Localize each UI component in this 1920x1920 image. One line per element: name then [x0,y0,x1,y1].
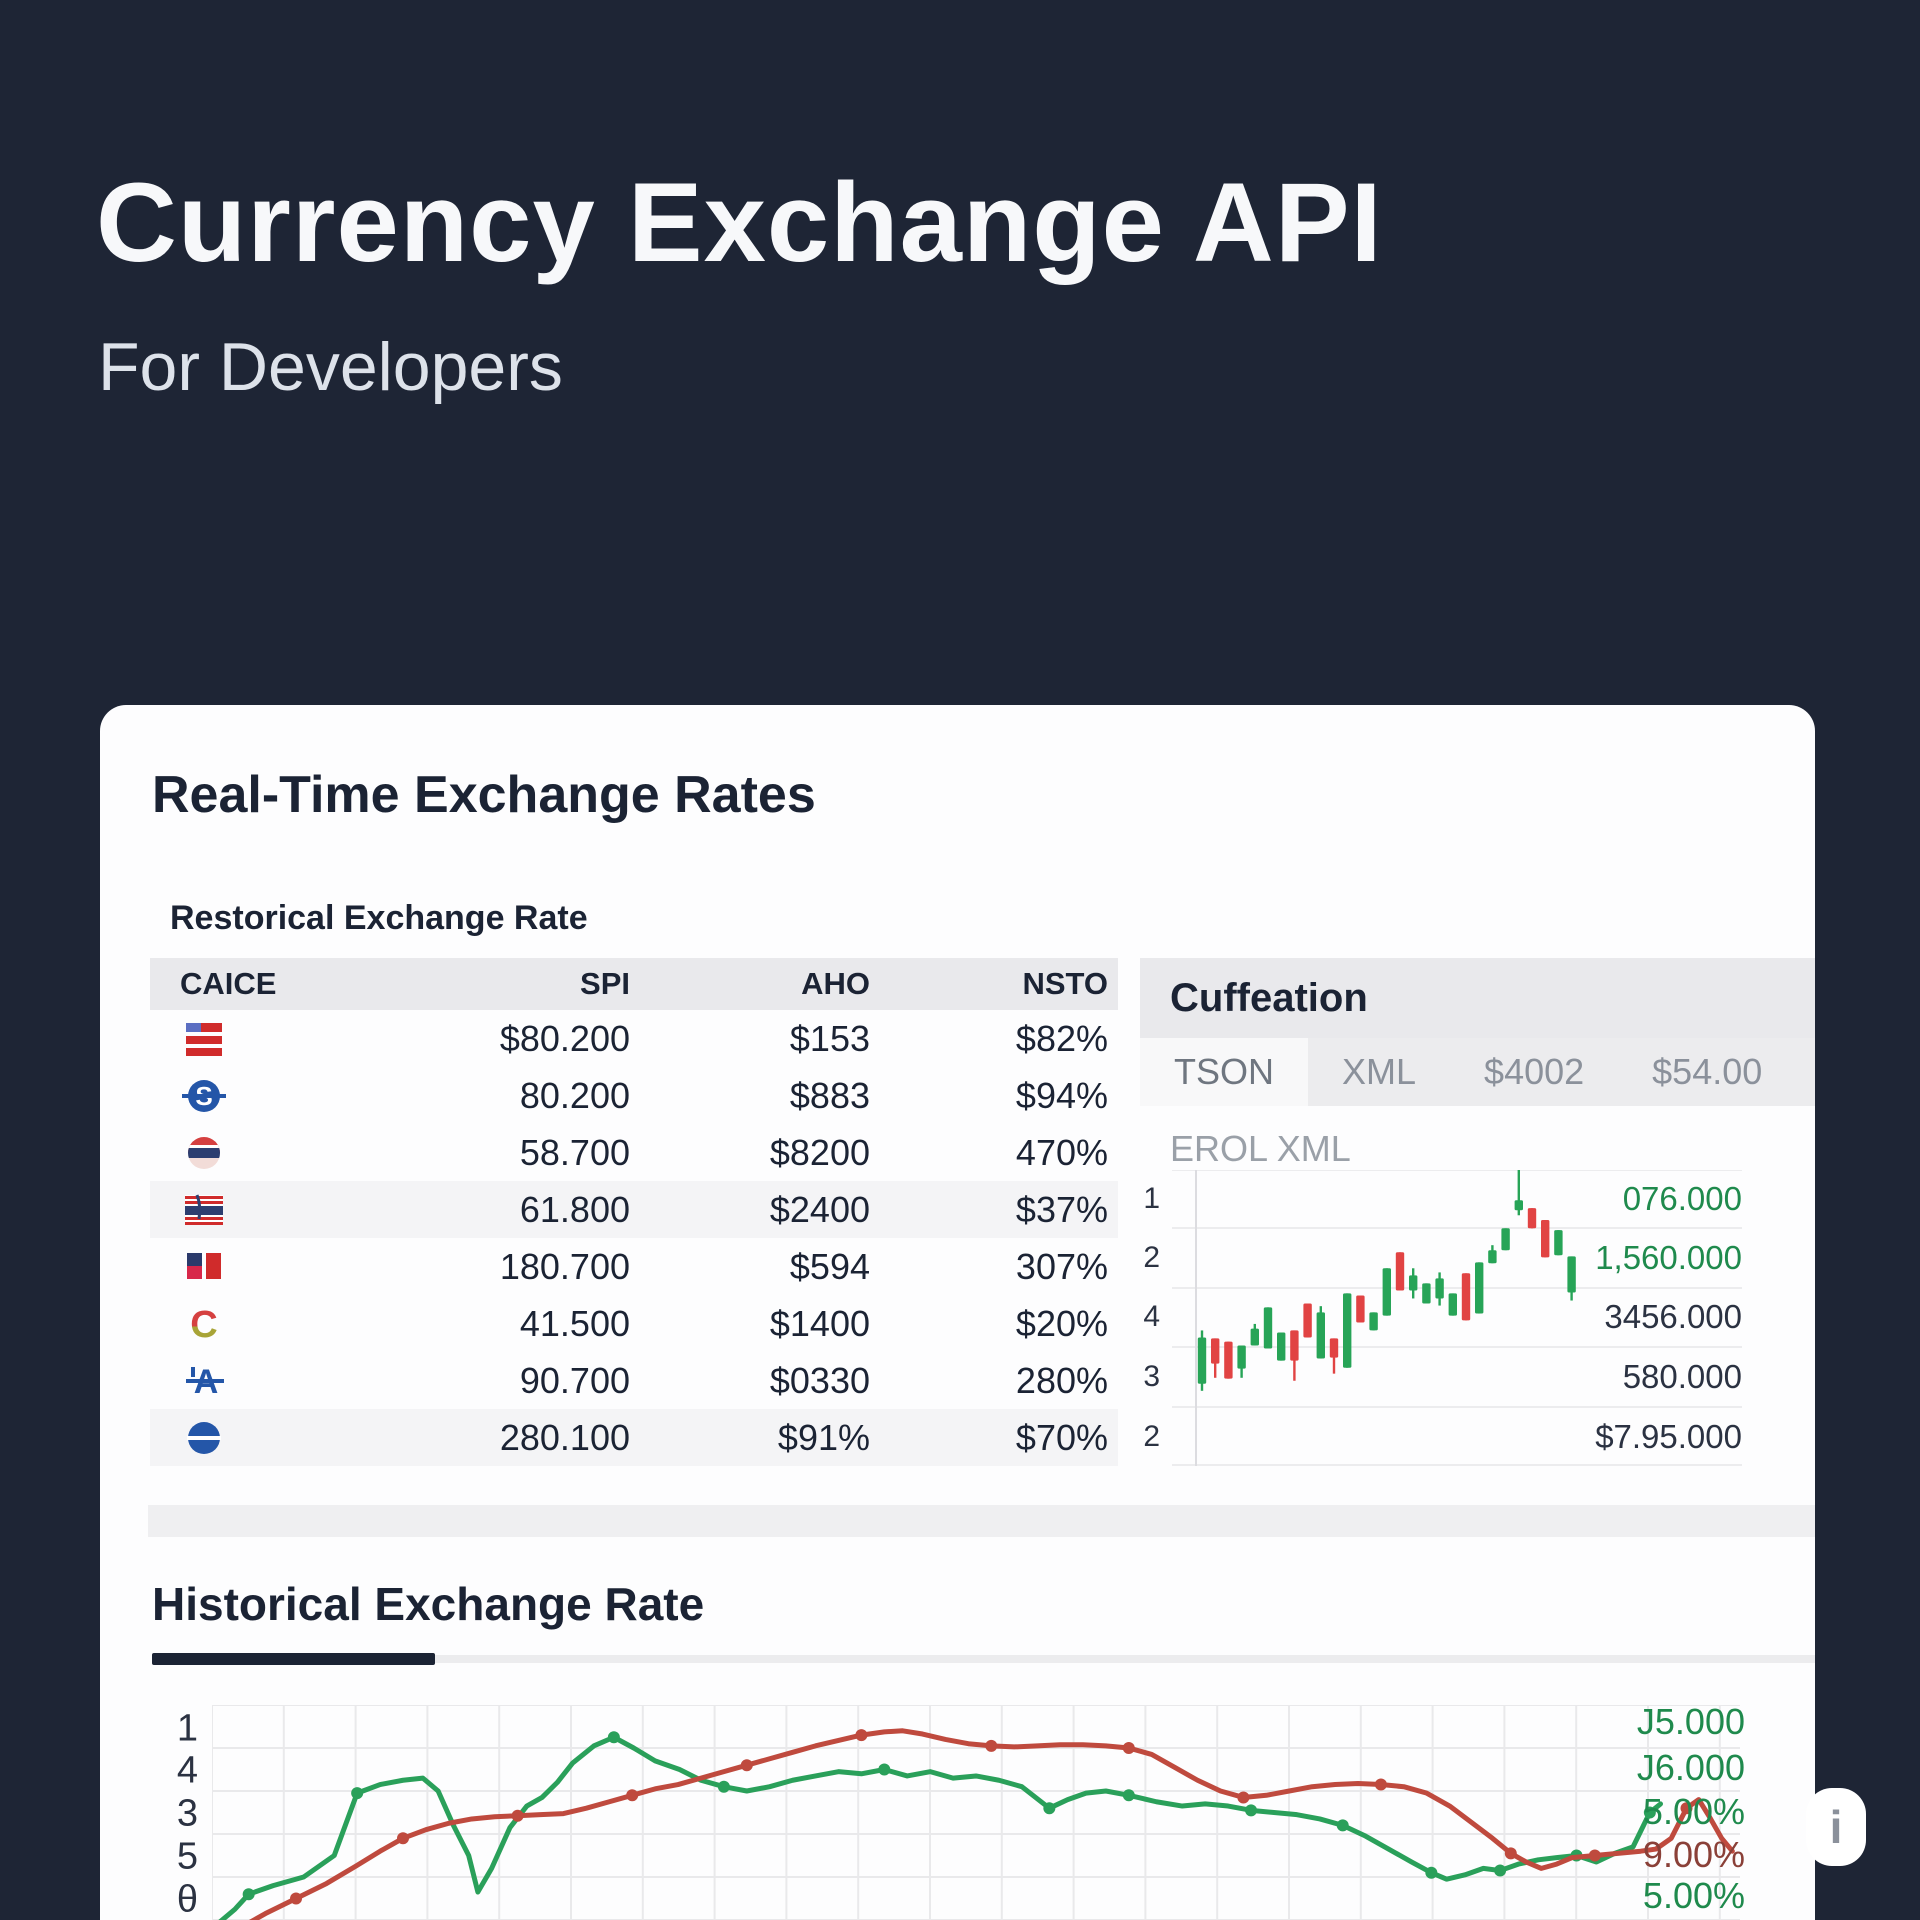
history-underline-track [435,1655,1815,1663]
cell-nsto: 470% [1015,1131,1108,1173]
history-axis-left-label: 1 [176,1707,198,1750]
flag-blocks-icon [150,1245,340,1289]
flag-red-stripes-icon [150,1017,340,1061]
cell-aho: $91% [777,1416,870,1458]
quote-panel: Cuffeation TSON XML $4002 $54.00 EROL XML [1140,958,1815,1505]
cell-nsto: $70% [1015,1416,1108,1458]
candle-axis-right-label: $7.95.000 [1595,1418,1742,1455]
cell-aho: $594 [789,1245,870,1287]
history-axis-left-label: 4 [176,1749,198,1792]
rates-table-caption: Restorical Exchange Rate [170,899,588,937]
page-subtitle: For Developers [98,329,563,405]
main-card: Real-Time Exchange Rates Restorical Exch… [100,705,1815,1920]
svg-text:C: C [190,1304,217,1346]
page-title: Currency Exchange API [96,160,1383,285]
quote-panel-title: Cuffeation [1170,975,1368,1020]
cell-nsto: $82% [1015,1017,1108,1059]
candle-axis-right-label: 3456.000 [1604,1298,1742,1335]
history-underline-indicator [152,1653,435,1665]
symbol-austral-icon: A [150,1359,340,1403]
table-body: $80.200 $153 $82% S 80.200 $883 $94% 58.700 $820… [150,1010,1118,1466]
cell-spi: $80.200 [499,1017,630,1059]
cell-aho: $1400 [769,1302,870,1344]
cell-nsto: $20% [1015,1302,1108,1344]
cell-spi: 80.200 [519,1074,630,1116]
cell-aho: $153 [789,1017,870,1059]
candle-axis-left-label: 2 [1143,1420,1160,1453]
history-axis-right-label: 5.00% [1642,1875,1745,1916]
history-axis-left-label: 5 [176,1835,198,1878]
candle-axis-left-label: 3 [1143,1360,1160,1393]
history-line-chart [212,1705,1740,1920]
flag-band-stripes-icon [150,1188,340,1232]
table-row[interactable]: C 41.500 $1400 $20% [150,1295,1118,1352]
column-header: SPI [580,966,630,1001]
coin-theta-icon [150,1416,340,1460]
cell-aho: $883 [789,1074,870,1116]
history-axis-left-label: 3 [176,1792,198,1835]
table-row[interactable]: 61.800 $2400 $37% [150,1181,1118,1238]
section-divider-strip [148,1505,1815,1537]
table-row[interactable]: 280.100 $91% $70% [150,1409,1118,1466]
history-section-title: Historical Exchange Rate [152,1578,705,1630]
tab-tson[interactable]: TSON [1140,1038,1309,1106]
cell-aho: $0330 [769,1359,870,1401]
quote-panel-header: Cuffeation [1140,958,1815,1038]
rates-section-title: Real-Time Exchange Rates [152,766,816,824]
cell-nsto: $94% [1015,1074,1108,1116]
coin-band-icon [150,1131,340,1175]
column-header: CAICE [180,966,277,1001]
coin-c-icon: C [150,1302,340,1346]
cell-spi: 41.500 [519,1302,630,1344]
column-header: AHO [801,966,870,1001]
format-tabbar: TSON XML $4002 $54.00 [1140,1038,1815,1106]
cell-spi: 180.700 [499,1245,630,1287]
table-row[interactable]: 58.700 $8200 470% [150,1124,1118,1181]
cell-nsto: $37% [1015,1188,1108,1230]
tab-xml[interactable]: XML [1342,1051,1417,1092]
cell-aho: $2400 [769,1188,870,1230]
cell-spi: 280.100 [499,1416,630,1458]
coin-s-icon: S [150,1074,340,1118]
table-header-row: CAICE SPI AHO NSTO [150,958,1118,1010]
tab-4002[interactable]: $4002 [1484,1051,1585,1092]
table-row[interactable]: 180.700 $594 307% [150,1238,1118,1295]
quote-panel-subtitle: EROL XML [1170,1128,1351,1169]
candle-axis-right-label: 580.000 [1622,1358,1742,1395]
history-axis-right-label: 9.00% [1642,1834,1745,1875]
table-row[interactable]: $80.200 $153 $82% [150,1010,1118,1067]
table-row[interactable]: A 90.700 $0330 280% [150,1352,1118,1409]
cell-spi: 90.700 [519,1359,630,1401]
tab-5400[interactable]: $54.00 [1652,1051,1763,1092]
cell-aho: $8200 [769,1131,870,1173]
cell-nsto: 280% [1015,1359,1108,1401]
candle-axis-left-label: 4 [1143,1300,1160,1333]
history-axis-right-label: J6.000 [1636,1747,1745,1788]
candlestick-chart [1172,1170,1742,1466]
candle-axis-left-label: 2 [1143,1241,1160,1274]
history-axis-left-label: θ [176,1878,198,1920]
cell-nsto: 307% [1015,1245,1108,1287]
candle-axis-right-label: 1,560.000 [1595,1239,1742,1276]
watermark-badge: i [1806,1788,1866,1866]
candle-axis-left-label: 1 [1143,1182,1160,1215]
cell-spi: 61.800 [519,1188,630,1230]
candle-axis-right-label: 076.000 [1622,1180,1742,1217]
table-row[interactable]: S 80.200 $883 $94% [150,1067,1118,1124]
cell-spi: 58.700 [519,1131,630,1173]
history-axis-right-label: 5.00% [1642,1791,1745,1832]
exchange-rates-table: CAICE SPI AHO NSTO $80.200 $153 $82% S 80.200 $8… [150,958,1118,1466]
history-axis-right-label: J5.000 [1636,1701,1745,1742]
column-header: NSTO [1022,966,1108,1001]
watermark-letter: i [1829,1801,1843,1853]
